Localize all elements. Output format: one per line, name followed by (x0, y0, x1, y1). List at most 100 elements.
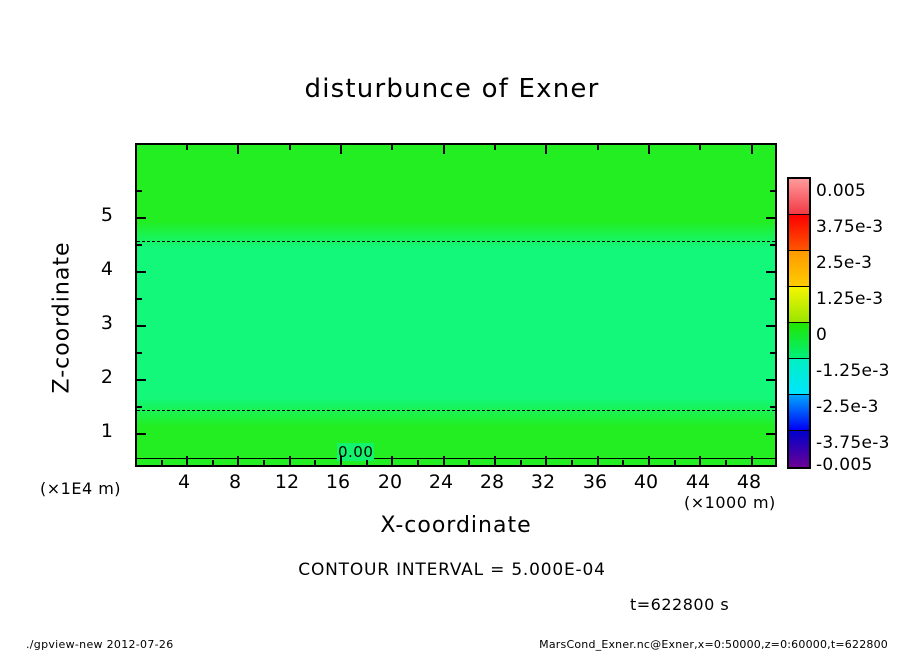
x-tick-minor-top (391, 145, 393, 150)
footer-dataset: MarsCond_Exner.nc@Exner,x=0:50000,z=0:60… (539, 638, 888, 651)
y-tick-major-right (766, 433, 775, 435)
x-tick-major-top (545, 145, 547, 154)
y-tick-minor (137, 406, 142, 408)
footer-command: ./gpview-new 2012-07-26 (26, 638, 174, 651)
x-tick-minor-top (699, 145, 701, 150)
colorbar-tick-label: 2.5e-3 (816, 253, 873, 273)
x-tick-minor-top (186, 145, 188, 150)
x-tick-major (597, 456, 599, 465)
colorbar-tick-label: -2.5e-3 (816, 397, 879, 417)
y-tick-minor (137, 352, 142, 354)
y-tick-minor-right (770, 244, 775, 246)
x-tick-minor (212, 460, 214, 465)
colorbar-band (789, 323, 809, 359)
x-tick-label: 16 (325, 471, 351, 493)
y-tick-major-right (766, 217, 775, 219)
y-tick-label: 1 (100, 420, 113, 442)
contour-plot-area: 0.00 (135, 143, 777, 467)
x-tick-minor (520, 460, 522, 465)
x-tick-label: 4 (177, 471, 191, 493)
x-tick-major (545, 456, 547, 465)
y-tick-label: 4 (100, 258, 113, 280)
x-tick-major (186, 456, 188, 465)
x-tick-major-top (443, 145, 445, 154)
z-axis-unit-label: (×1E4 m) (40, 479, 122, 498)
y-tick-major (137, 217, 146, 219)
x-tick-minor-top (597, 145, 599, 150)
y-tick-label: 5 (100, 204, 113, 226)
y-tick-minor-right (770, 190, 775, 192)
colorbar-tick-label: 0 (816, 325, 828, 345)
x-tick-label: 20 (377, 471, 403, 493)
y-tick-major-right (766, 379, 775, 381)
colorbar-band (789, 359, 809, 395)
colorbar-tick-label: 1.25e-3 (816, 289, 884, 309)
colorbar-tick-label: 0.005 (816, 181, 867, 201)
colorbar-tick-label: -1.25e-3 (816, 361, 890, 381)
x-tick-minor (468, 460, 470, 465)
time-label: t=622800 s (630, 595, 730, 614)
x-tick-minor (314, 460, 316, 465)
page-title: disturbunce of Exner (304, 74, 600, 104)
colorbar-band (789, 431, 809, 467)
x-tick-label: 28 (479, 471, 505, 493)
colorbar-tick-label: -0.005 (816, 455, 873, 475)
x-tick-minor-top (494, 145, 496, 150)
x-tick-major-top (237, 145, 239, 154)
colorbar-band (789, 287, 809, 323)
y-tick-major-right (766, 325, 775, 327)
x-tick-label: 48 (736, 471, 762, 493)
x-tick-label: 8 (228, 471, 242, 493)
x-tick-major-top (751, 145, 753, 154)
contour-line-dashed-upper (137, 241, 775, 242)
contour-line-dashed-lower (137, 410, 775, 411)
x-tick-major (391, 456, 393, 465)
x-tick-minor (161, 460, 163, 465)
colorbar-band (789, 251, 809, 287)
x-tick-major (494, 456, 496, 465)
x-tick-label: 40 (633, 471, 659, 493)
contour-line-solid-zero (137, 458, 775, 459)
colorbar-tick-label: 3.75e-3 (816, 217, 884, 237)
y-tick-minor (137, 244, 142, 246)
x-tick-major (699, 456, 701, 465)
y-tick-major (137, 271, 146, 273)
y-tick-major (137, 325, 146, 327)
y-axis-label: Z-coordinate (49, 241, 75, 394)
y-tick-major-right (766, 271, 775, 273)
x-tick-minor (571, 460, 573, 465)
contour-field (137, 145, 775, 465)
x-axis-label: X-coordinate (380, 513, 532, 538)
x-tick-minor (725, 460, 727, 465)
y-tick-major (137, 433, 146, 435)
y-tick-minor (137, 190, 142, 192)
colorbar-band (789, 215, 809, 251)
x-tick-major-top (648, 145, 650, 154)
x-tick-minor-top (289, 145, 291, 150)
x-tick-major (289, 456, 291, 465)
x-tick-minor (417, 460, 419, 465)
x-tick-label: 24 (428, 471, 454, 493)
y-tick-major (137, 379, 146, 381)
x-tick-label: 32 (530, 471, 556, 493)
x-tick-label: 44 (685, 471, 711, 493)
x-tick-label: 36 (582, 471, 608, 493)
x-tick-major (443, 456, 445, 465)
x-tick-label: 12 (274, 471, 300, 493)
y-tick-label: 2 (100, 366, 113, 388)
x-tick-minor (622, 460, 624, 465)
contour-interval-note: CONTOUR INTERVAL = 5.000E-04 (298, 560, 606, 580)
colorbar-tick-label: -3.75e-3 (816, 433, 890, 453)
x-axis-unit-label: (×1000 m) (684, 493, 776, 512)
x-tick-minor (366, 460, 368, 465)
colorbar-band (789, 395, 809, 431)
x-tick-major (340, 456, 342, 465)
y-tick-minor-right (770, 406, 775, 408)
x-tick-major (237, 456, 239, 465)
y-tick-label: 3 (100, 312, 113, 334)
y-tick-minor (137, 298, 142, 300)
y-tick-minor-right (770, 298, 775, 300)
x-tick-major-top (340, 145, 342, 154)
x-tick-major (751, 456, 753, 465)
y-tick-minor-right (770, 352, 775, 354)
